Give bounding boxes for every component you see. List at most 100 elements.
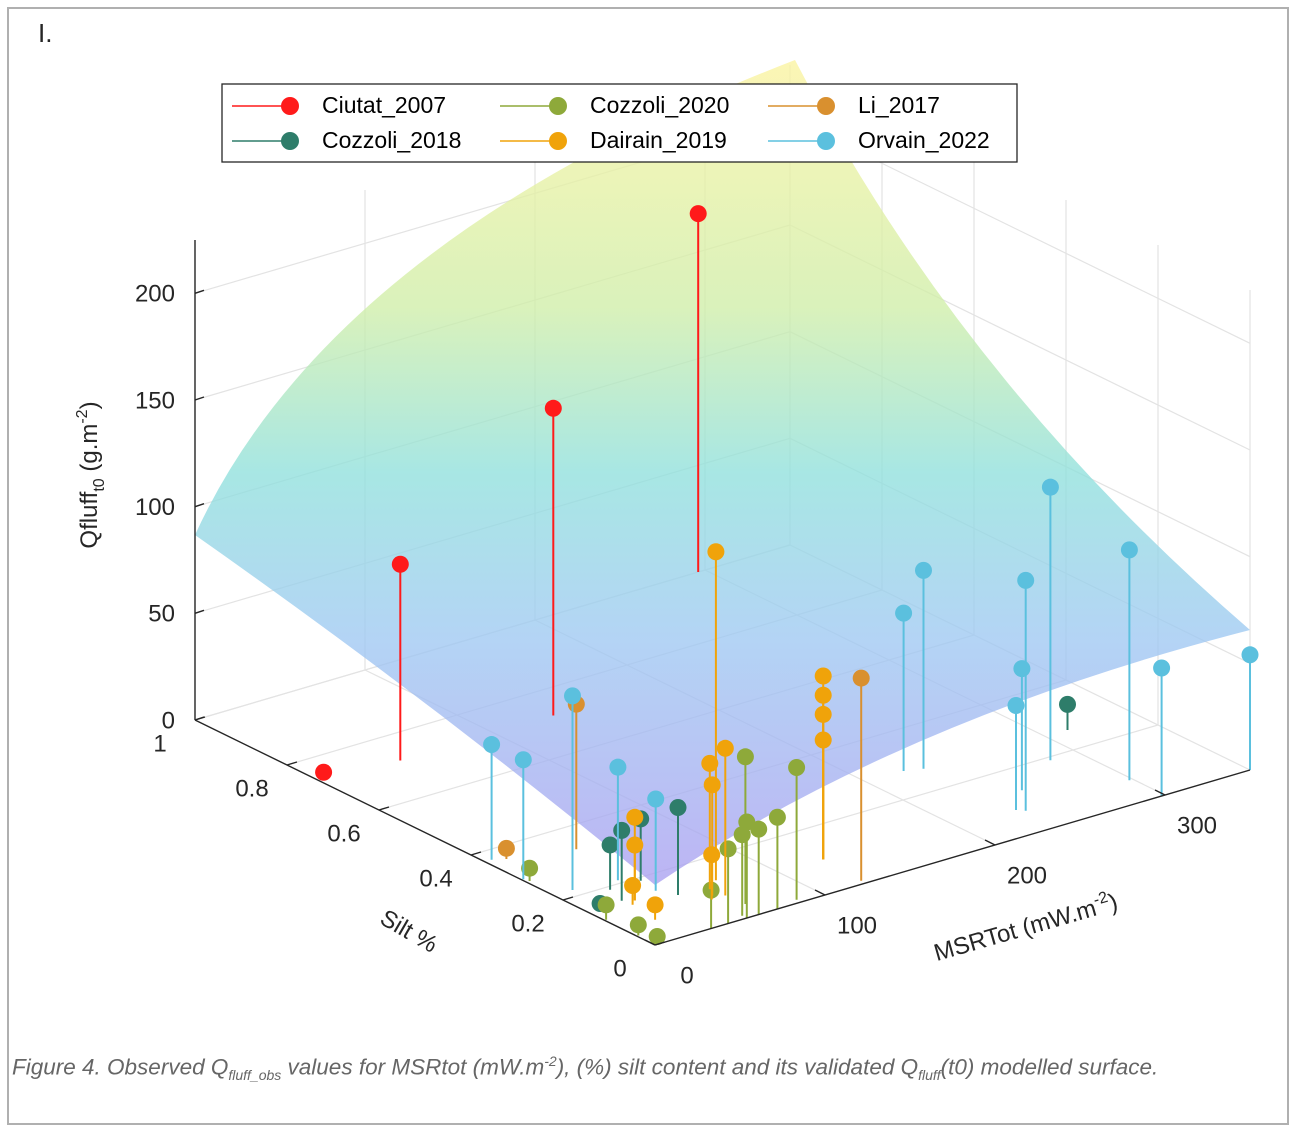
legend-marker: [817, 97, 835, 115]
z-title-sub: t0: [91, 478, 108, 491]
x-axis: [654, 769, 1251, 946]
legend-label: Cozzoli_2020: [590, 92, 729, 118]
data-point: [1007, 696, 1025, 714]
x-axis-title: MSRTot (mW.m-2): [930, 887, 1120, 967]
z-tick: [194, 503, 205, 508]
data-point: [915, 561, 932, 579]
panel-label: I.: [38, 18, 52, 48]
caption-part: values for MSRtot (mW.m: [281, 1054, 545, 1080]
legend-label: Li_2017: [858, 92, 940, 118]
data-point: [1059, 695, 1076, 713]
legend-label: Ciutat_2007: [322, 92, 446, 118]
data-point: [613, 821, 631, 839]
data-point: [895, 604, 913, 622]
data-point: [1041, 478, 1059, 496]
data-point: [514, 751, 532, 769]
data-point: [624, 877, 642, 895]
caption-part: ), (%) silt content and its validated Q: [556, 1054, 919, 1080]
x-tick: [984, 839, 996, 846]
data-point: [629, 916, 647, 934]
y-tick-label: 0.2: [511, 910, 544, 937]
x-tick: [1154, 789, 1166, 796]
z-tick-label: 150: [135, 387, 175, 414]
caption-part: fluff: [918, 1067, 941, 1083]
y-tick: [470, 851, 482, 856]
legend-marker: [281, 132, 299, 150]
z-tick: [194, 609, 205, 614]
legend-box: [221, 83, 1018, 163]
data-point: [609, 758, 627, 776]
caption-part: (t0) modelled surface.: [940, 1054, 1159, 1080]
y-tick: [378, 806, 390, 811]
z-tick: [194, 289, 205, 294]
data-point: [483, 736, 501, 754]
data-point: [707, 543, 725, 561]
z-title-end: ): [76, 401, 103, 409]
data-point: [315, 763, 333, 781]
data-point: [646, 896, 664, 914]
z-tick-label: 100: [135, 494, 175, 521]
data-point: [544, 399, 562, 417]
legend-marker: [817, 132, 835, 150]
y-tick-label: 1: [153, 730, 166, 757]
data-point: [814, 731, 832, 749]
y-tick: [654, 941, 666, 946]
x-title-sup: -2: [1092, 889, 1110, 909]
data-point: [768, 808, 786, 826]
legend-marker: [281, 97, 299, 115]
y-tick: [286, 761, 298, 766]
data-point: [788, 758, 806, 776]
data-point: [597, 896, 615, 914]
data-point: [689, 205, 707, 223]
z-tick-label: 200: [135, 281, 175, 308]
z-title-rest: (g.m: [76, 424, 103, 479]
y-axis: [194, 719, 656, 946]
data-point: [626, 836, 644, 854]
data-point: [814, 667, 832, 685]
x-tick-label: 300: [1177, 812, 1217, 839]
x-tick-label: 0: [680, 962, 693, 989]
y-axis-title: Silt %: [375, 904, 442, 958]
data-point: [703, 846, 721, 864]
x-tick: [644, 939, 656, 946]
z-tick: [194, 396, 205, 401]
caption-part: -2: [544, 1053, 557, 1069]
y-tick: [194, 716, 206, 721]
data-point: [701, 754, 719, 772]
caption-part: Figure 4. Observed Q: [12, 1054, 229, 1080]
y-tick-label: 0: [613, 955, 626, 982]
data-point: [669, 799, 687, 817]
legend-label: Dairain_2019: [590, 127, 727, 153]
data-point: [497, 839, 515, 857]
legend-marker: [549, 97, 567, 115]
z-title-sup: -2: [74, 409, 91, 423]
data-point: [1153, 659, 1171, 677]
z-title-text: Qfluff: [76, 491, 103, 548]
data-point: [736, 748, 754, 766]
x-tick: [814, 889, 826, 896]
x-title-text: MSRTot (mW.m: [931, 895, 1100, 967]
data-point: [1017, 571, 1035, 589]
legend-label: Orvain_2022: [858, 127, 990, 153]
data-point: [647, 790, 665, 808]
data-point: [1120, 541, 1138, 559]
frame: [7, 7, 1289, 1125]
data-point: [521, 859, 539, 877]
data-point: [1013, 660, 1031, 678]
y-tick-label: 0.8: [235, 775, 268, 802]
data-point: [852, 669, 870, 687]
y-tick-label: 0.4: [419, 865, 452, 892]
data-point: [716, 739, 734, 757]
data-point: [391, 555, 409, 573]
z-axis-title: Qflufft0 (g.m-2): [74, 401, 108, 548]
legend-marker: [549, 132, 567, 150]
data-point: [814, 686, 832, 704]
data-point: [719, 840, 737, 858]
data-point: [648, 927, 666, 945]
z-tick-label: 50: [148, 601, 175, 628]
caption: Figure 4. Observed Qfluff_obs values for…: [12, 1048, 1290, 1089]
data-point: [703, 776, 721, 794]
